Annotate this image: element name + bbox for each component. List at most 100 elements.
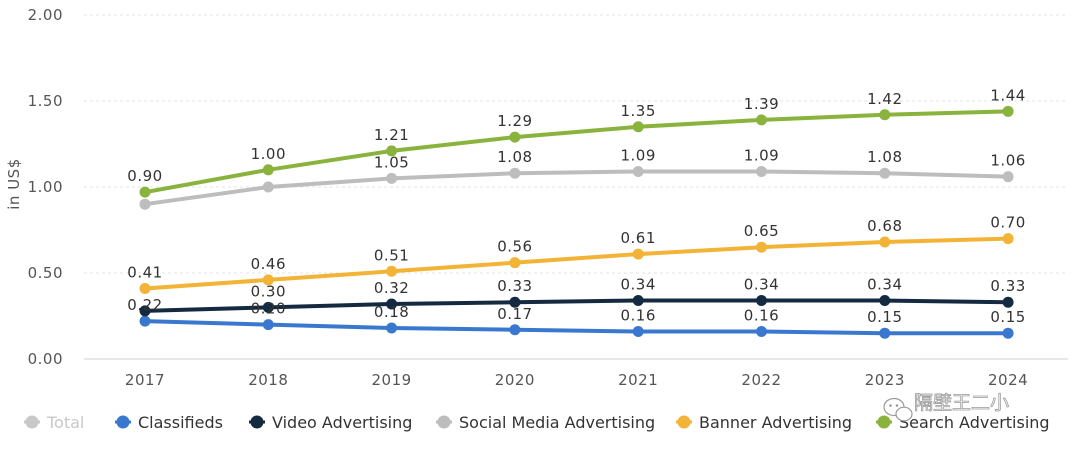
y-tick-label: 0.00	[28, 350, 63, 368]
data-point[interactable]	[262, 301, 274, 313]
legend-item-banner-advertising[interactable]: Banner Advertising	[676, 413, 852, 432]
data-label: 1.08	[867, 148, 902, 166]
data-point[interactable]	[1002, 327, 1014, 339]
data-point[interactable]	[1002, 296, 1014, 308]
legend-item-search-advertising[interactable]: Search Advertising	[876, 413, 1050, 432]
data-label: 0.15	[990, 308, 1025, 326]
data-point[interactable]	[879, 327, 891, 339]
data-point[interactable]	[1002, 233, 1014, 245]
data-label: 1.08	[497, 148, 532, 166]
series-video-advertising	[139, 295, 1014, 317]
data-point[interactable]	[509, 257, 521, 269]
legend-label: Total	[46, 413, 84, 432]
data-label: 1.09	[744, 147, 779, 165]
y-tick-label: 0.50	[28, 264, 63, 282]
data-label: 0.30	[251, 282, 286, 300]
data-point[interactable]	[262, 274, 274, 286]
x-tick-label: 2024	[988, 371, 1028, 389]
data-label: 0.18	[374, 303, 409, 321]
data-point[interactable]	[1002, 171, 1014, 183]
data-point[interactable]	[262, 164, 274, 176]
legend-label: Classifieds	[138, 413, 223, 432]
data-point[interactable]	[509, 167, 521, 179]
legend-item-classifieds[interactable]: Classifieds	[115, 413, 223, 432]
data-label: 0.34	[744, 276, 779, 294]
data-label: 1.05	[374, 153, 409, 171]
series-line	[143, 109, 1011, 195]
data-point[interactable]	[879, 167, 891, 179]
data-label: 0.61	[620, 229, 655, 247]
data-point[interactable]	[756, 241, 767, 253]
series-social-media-advertising	[139, 166, 1014, 210]
data-point[interactable]	[386, 172, 398, 184]
data-point[interactable]	[879, 295, 891, 307]
legend-label: Social Media Advertising	[459, 413, 655, 432]
data-point[interactable]	[632, 295, 644, 307]
y-axis: 0.00 0.50 1.00 1.50 2.00	[28, 6, 63, 368]
data-point[interactable]	[386, 322, 398, 334]
x-axis: 2017 2018 2019 2020 2021 2022 2023 2024	[125, 371, 1028, 389]
data-point[interactable]	[632, 325, 644, 337]
data-label: 0.33	[497, 277, 532, 295]
data-point[interactable]	[1002, 105, 1014, 117]
data-point[interactable]	[756, 114, 767, 126]
data-label: 1.21	[374, 126, 409, 144]
data-point[interactable]	[879, 109, 891, 121]
data-label: 0.34	[620, 276, 655, 294]
legend-label: Search Advertising	[899, 413, 1050, 432]
grid-lines	[84, 14, 1068, 360]
data-label: 0.41	[127, 263, 162, 281]
legend: Total Classifieds Video Advertising Social …	[24, 413, 1050, 432]
data-point[interactable]	[509, 131, 521, 143]
data-point[interactable]	[386, 145, 398, 157]
data-point[interactable]	[139, 198, 151, 210]
legend-label: Banner Advertising	[699, 413, 852, 432]
y-tick-label: 2.00	[28, 6, 63, 24]
data-point[interactable]	[756, 166, 767, 178]
data-label: 0.22	[127, 296, 162, 314]
data-point[interactable]	[139, 305, 151, 317]
data-point[interactable]	[509, 296, 521, 308]
series-lines	[139, 105, 1014, 339]
x-tick-label: 2018	[248, 371, 288, 389]
data-label: 1.06	[990, 152, 1025, 170]
data-label: 0.46	[251, 255, 286, 273]
x-tick-label: 2017	[125, 371, 165, 389]
y-axis-title: in US$	[5, 158, 23, 210]
data-point[interactable]	[139, 315, 151, 327]
data-label: 0.20	[251, 300, 286, 318]
data-point[interactable]	[632, 166, 644, 178]
data-point[interactable]	[139, 282, 151, 294]
data-point[interactable]	[632, 121, 644, 133]
data-label: 0.34	[867, 276, 902, 294]
series-line	[143, 319, 1011, 336]
data-label: 0.70	[990, 214, 1025, 232]
data-point[interactable]	[386, 265, 398, 277]
data-point[interactable]	[509, 324, 521, 336]
series-line	[143, 169, 1011, 207]
x-tick-label: 2023	[865, 371, 905, 389]
data-label: 0.16	[620, 306, 655, 324]
data-point[interactable]	[756, 325, 767, 337]
data-point[interactable]	[632, 248, 644, 260]
wechat-icon	[883, 397, 913, 422]
data-point[interactable]	[262, 319, 274, 331]
legend-item-total[interactable]: Total	[24, 413, 84, 432]
data-label: 1.09	[620, 147, 655, 165]
data-label: 1.42	[867, 90, 902, 108]
series-line	[143, 236, 1011, 291]
legend-item-video-advertising[interactable]: Video Advertising	[249, 413, 412, 432]
x-tick-label: 2020	[495, 371, 535, 389]
data-point[interactable]	[139, 186, 151, 198]
data-label: 0.17	[497, 305, 532, 323]
legend-item-social-media-advertising[interactable]: Social Media Advertising	[436, 413, 655, 432]
x-tick-label: 2021	[618, 371, 658, 389]
y-tick-label: 1.00	[28, 178, 63, 196]
data-label: 1.44	[990, 86, 1025, 104]
data-point[interactable]	[756, 295, 767, 307]
data-label: 1.39	[744, 95, 779, 113]
data-point[interactable]	[262, 181, 274, 193]
data-point[interactable]	[386, 298, 398, 310]
data-point[interactable]	[879, 236, 891, 248]
